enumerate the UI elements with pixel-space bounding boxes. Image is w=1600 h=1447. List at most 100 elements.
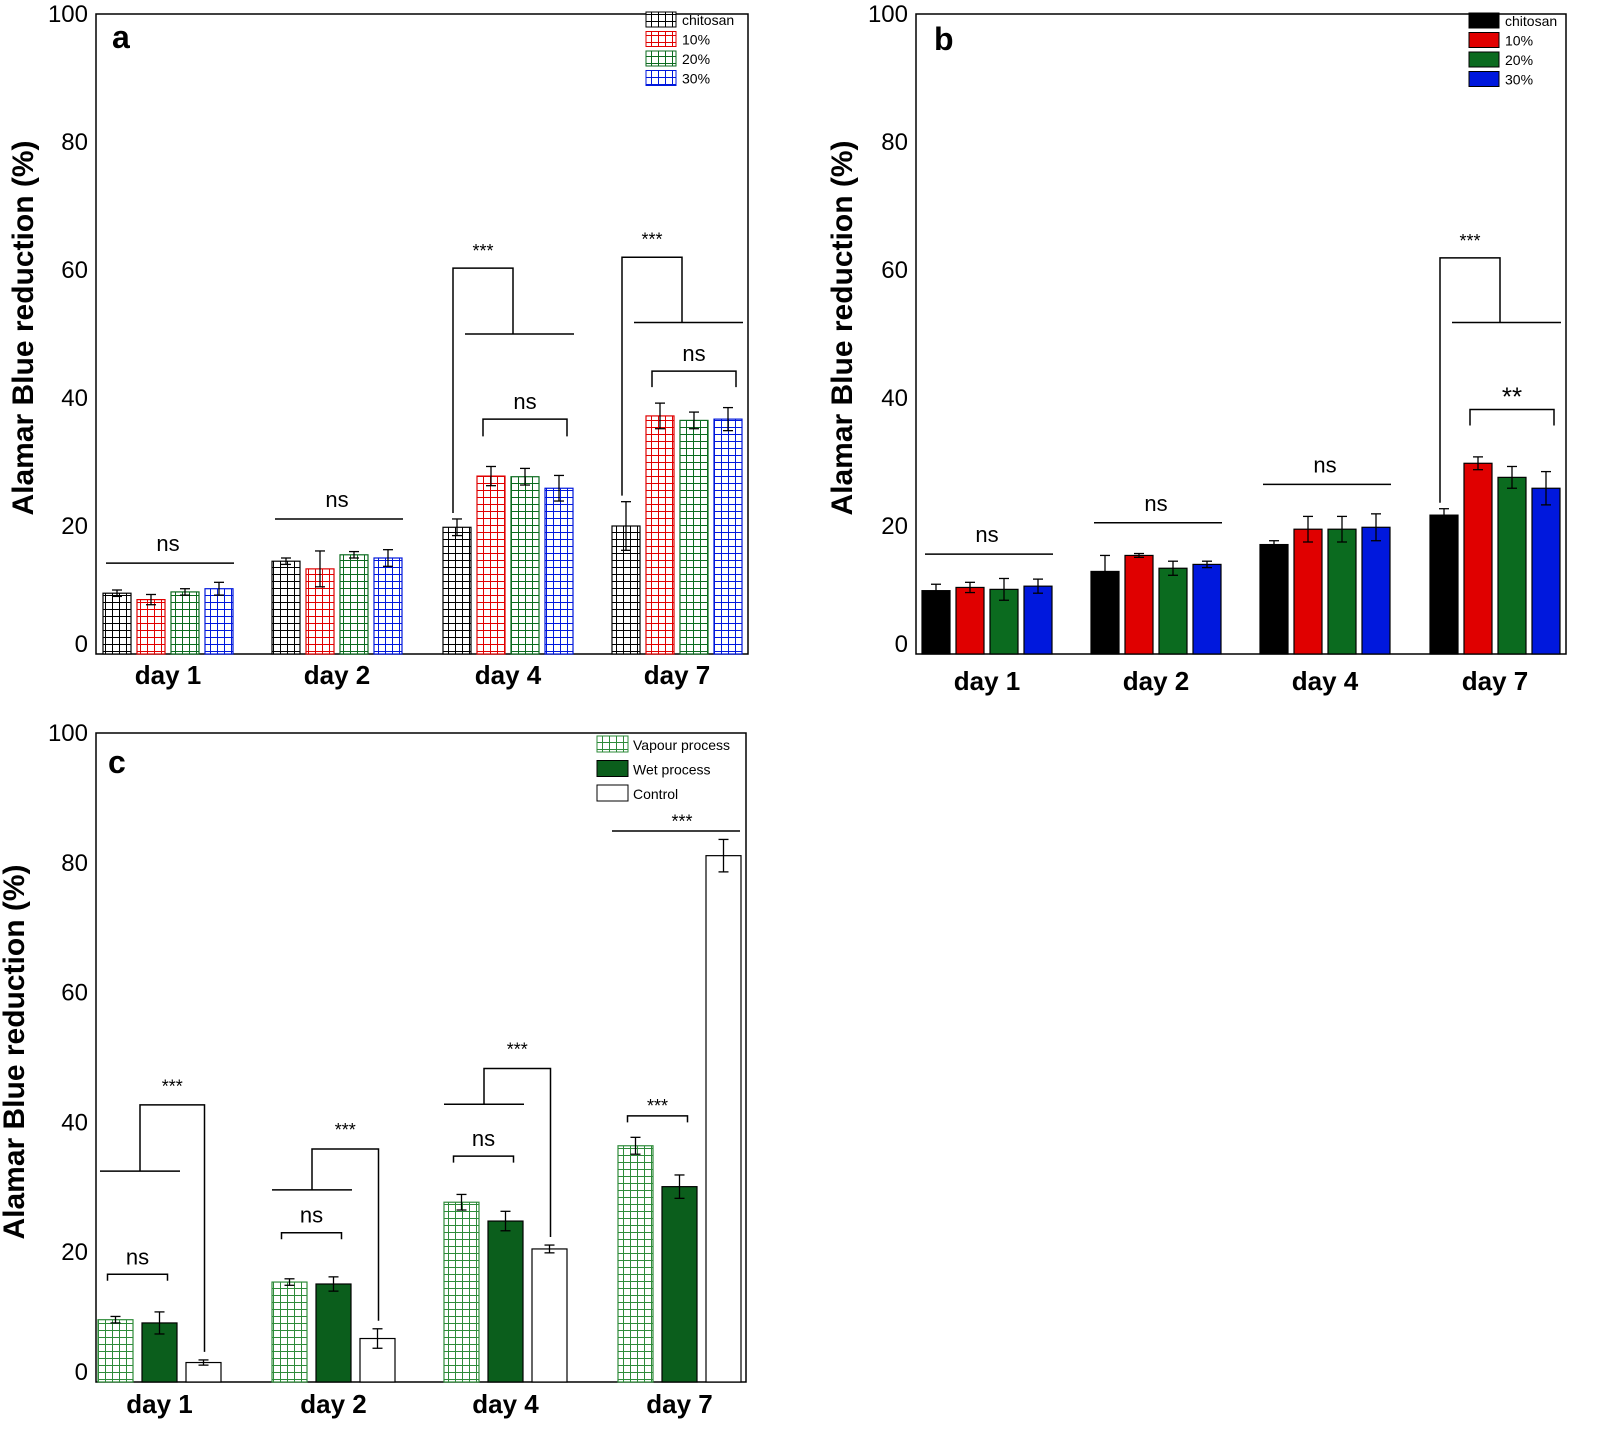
significance-bracket — [482, 418, 568, 437]
panel-c-yticks: 0 20 40 60 80 100 — [48, 720, 88, 1386]
significance-bracket — [651, 370, 737, 388]
legend-label: Control — [633, 786, 678, 802]
significance-step — [452, 267, 514, 513]
panel-c-y-axis-label: Alamar Blue reduction (%) — [0, 864, 31, 1239]
category-label: day 7 — [1462, 666, 1529, 696]
legend-swatch — [596, 760, 629, 777]
bar — [1531, 487, 1561, 655]
y-tick-label: 0 — [75, 1359, 88, 1386]
significance-step — [311, 1148, 380, 1321]
bar — [1463, 462, 1493, 655]
legend-label: 20% — [682, 51, 710, 67]
bar — [679, 419, 709, 655]
significance-bracket — [106, 1273, 169, 1281]
legend-label: Vapour process — [633, 737, 730, 753]
significance-label: ns — [472, 1126, 495, 1151]
panel-b-yticks: 0 20 40 60 80 100 — [868, 1, 908, 658]
category-label: day 1 — [126, 1389, 193, 1419]
bar — [1293, 528, 1323, 655]
significance-step — [1439, 257, 1501, 503]
panel-a-annotations: ns ns ns *** ns *** — [106, 229, 743, 564]
panel-a-letter: a — [112, 19, 130, 55]
category-label: day 1 — [135, 660, 202, 690]
bar — [204, 588, 234, 655]
legend-swatch — [645, 70, 677, 86]
significance-step — [483, 1067, 552, 1238]
y-tick-label: 0 — [75, 631, 88, 658]
y-tick-label: 80 — [61, 129, 88, 156]
y-tick-label: 20 — [881, 513, 908, 540]
panel-c-frame — [95, 732, 747, 1383]
significance-label: ns — [126, 1244, 149, 1269]
bar — [1124, 554, 1154, 655]
significance-label: ns — [325, 487, 348, 512]
panel-a-legend: chitosan 10% 20% 30% — [645, 11, 734, 87]
legend-swatch — [596, 784, 629, 802]
bar — [271, 1281, 308, 1383]
significance-label: ns — [300, 1203, 323, 1228]
bar — [487, 1220, 524, 1383]
bar — [955, 586, 985, 655]
legend-label: 30% — [1505, 72, 1533, 88]
legend-label: 20% — [1505, 52, 1533, 68]
legend-swatch — [645, 31, 677, 47]
panel-c-categories: day 1 day 2 day 4 day 7 — [126, 1389, 713, 1419]
bar — [102, 592, 132, 655]
significance-label: *** — [1459, 231, 1480, 251]
significance-label: ns — [682, 341, 705, 366]
significance-label: ns — [513, 389, 536, 414]
category-label: day 4 — [472, 1389, 539, 1419]
panel-b-chart: b 0 20 40 60 80 100 day 1 day 2 day 4 day 7 ns ns… — [826, 1, 1567, 696]
category-label: day 2 — [300, 1389, 367, 1419]
y-tick-label: 20 — [61, 1239, 88, 1266]
bar — [1158, 567, 1188, 655]
bar — [713, 418, 743, 655]
category-label: day 1 — [954, 666, 1021, 696]
significance-label: ns — [156, 531, 179, 556]
significance-label: *** — [507, 1040, 528, 1060]
bar — [315, 1283, 352, 1383]
legend-swatch — [1468, 12, 1500, 29]
bar — [705, 855, 742, 1383]
category-label: day 4 — [475, 660, 542, 690]
bar — [97, 1319, 134, 1383]
panel-a-y-axis-label: Alamar Blue reduction (%) — [7, 140, 40, 515]
legend-label: 30% — [682, 71, 710, 87]
significance-label: ns — [1313, 452, 1336, 477]
y-tick-label: 60 — [881, 257, 908, 284]
bar — [136, 598, 166, 655]
y-tick-label: 40 — [881, 385, 908, 412]
bar — [1327, 528, 1357, 655]
legend-label: 10% — [682, 32, 710, 48]
panel-b-frame — [915, 13, 1567, 655]
significance-label: *** — [162, 1077, 183, 1097]
bar — [443, 1201, 480, 1383]
bar — [661, 1186, 698, 1383]
bar — [1497, 476, 1527, 655]
panel-c-annotations: ns *** ns *** ns *** *** *** — [100, 811, 740, 1352]
y-tick-label: 40 — [61, 1109, 88, 1136]
panel-a-bars — [102, 402, 743, 655]
panel-c-legend: Vapour process Wet process Control — [596, 735, 730, 802]
panel-b-categories: day 1 day 2 day 4 day 7 — [954, 666, 1529, 696]
panel-b-legend: chitosan 10% 20% 30% — [1468, 12, 1557, 88]
significance-label: *** — [641, 229, 662, 249]
bar — [442, 526, 472, 655]
legend-swatch — [1468, 71, 1500, 87]
bar — [1361, 526, 1391, 655]
significance-label: *** — [671, 811, 692, 831]
category-label: day 7 — [646, 1389, 713, 1419]
bar — [510, 476, 540, 655]
significance-step — [621, 256, 683, 496]
bar — [170, 591, 200, 655]
bar — [645, 415, 675, 655]
category-label: day 4 — [1292, 666, 1359, 696]
category-label: day 7 — [644, 660, 711, 690]
panel-b-letter: b — [934, 21, 954, 57]
bar — [544, 487, 574, 655]
panel-b-y-axis-label: Alamar Blue reduction (%) — [826, 140, 859, 515]
significance-bracket — [1469, 408, 1555, 426]
